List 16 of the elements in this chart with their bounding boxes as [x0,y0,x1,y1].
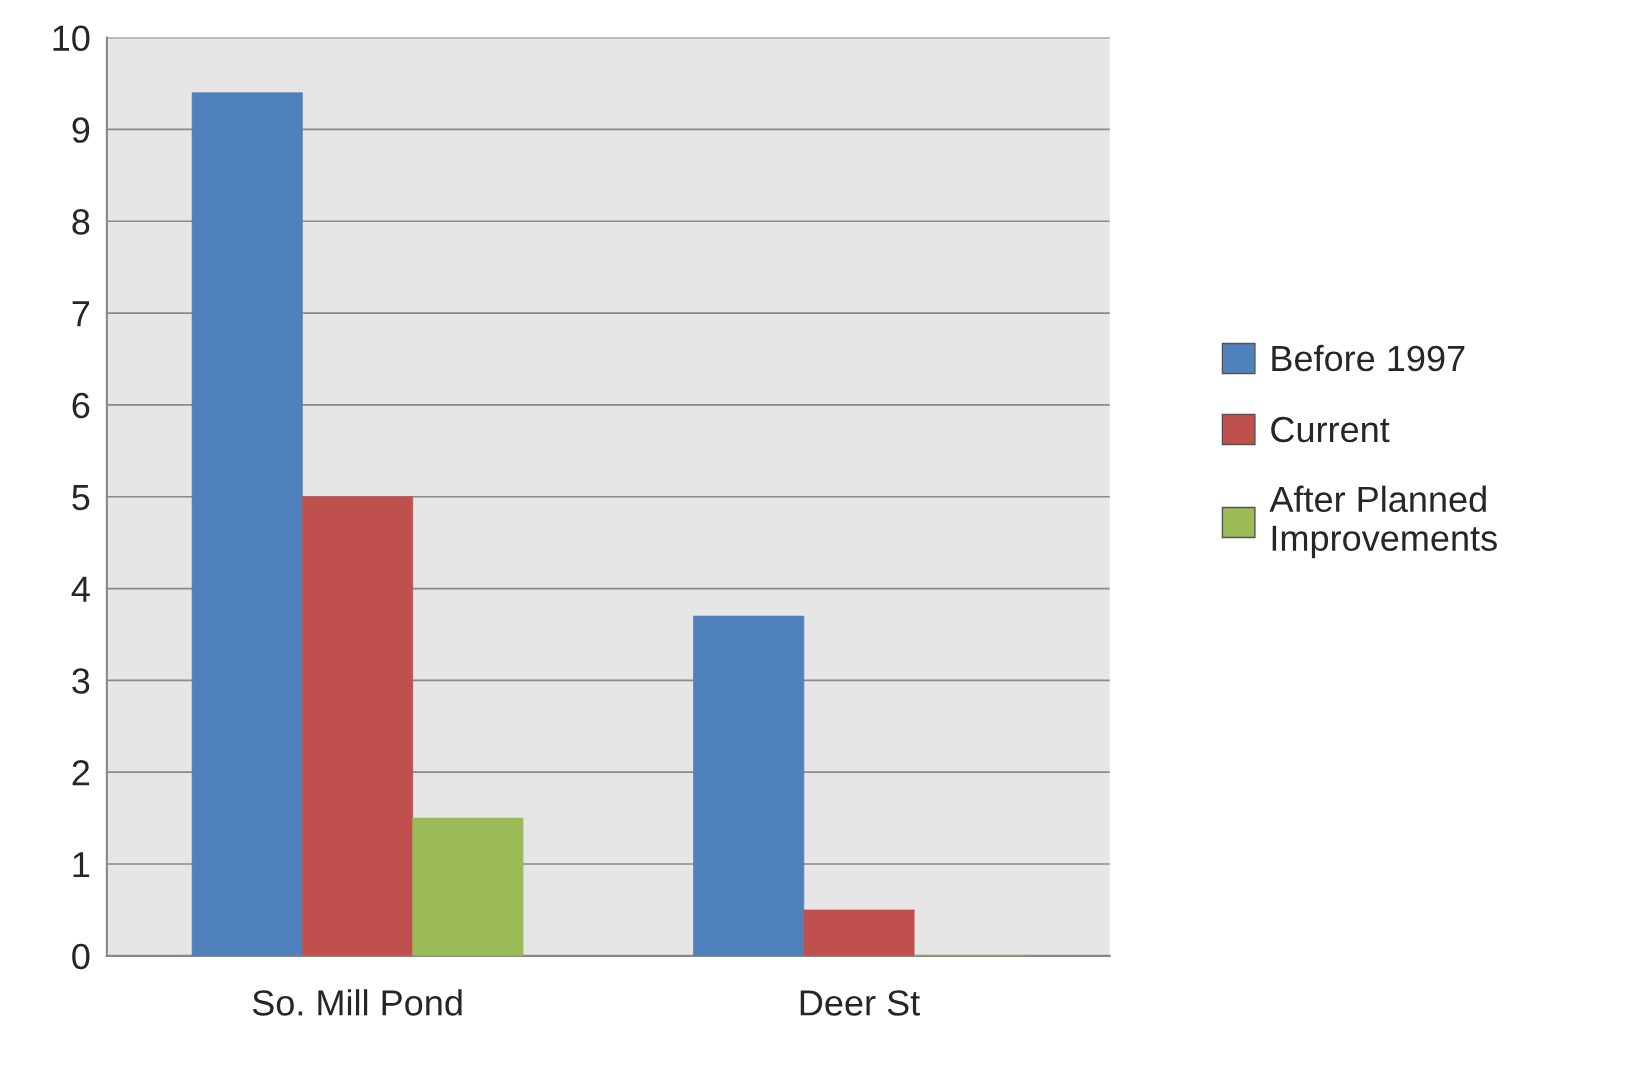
y-tick-label: 2 [72,760,90,786]
y-tick-label: 9 [72,117,90,143]
y-tick-label: 7 [72,301,90,327]
y-tick-label: 6 [72,392,90,419]
x-tick-label: So. Mill Pond [252,989,462,1016]
legend-label: After Planned Improvements [1269,485,1497,559]
legend-label: Before 1997 [1272,344,1465,372]
y-tick-label: 3 [72,668,90,694]
y-tick-label: 1 [73,852,90,878]
legend-label: Current [1271,416,1390,443]
y-tick-label: 8 [72,209,90,235]
y-tick-label: 0 [72,943,90,970]
y-tick-label: 10 [53,25,90,52]
x-tick-label: Deer St [800,990,920,1016]
y-tick-label: 5 [72,484,90,511]
y-tick-label: 4 [71,576,90,602]
